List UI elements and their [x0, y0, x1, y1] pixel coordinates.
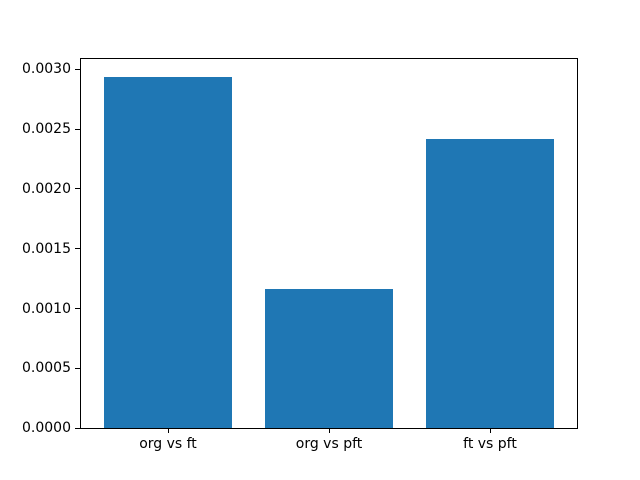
y-tick-mark	[75, 367, 80, 369]
y-tick-mark	[75, 188, 80, 190]
x-tick-label: org vs ft	[139, 436, 197, 452]
x-tick-label: ft vs pft	[463, 436, 517, 452]
x-tick-mark	[167, 428, 169, 433]
y-tick-mark	[75, 248, 80, 250]
bar-ft-vs-pft	[425, 138, 555, 428]
y-tick-label: 0.0005	[22, 360, 71, 377]
y-tick-mark	[75, 427, 80, 429]
bar-org-vs-ft	[103, 76, 233, 428]
bar-org-vs-pft	[264, 289, 394, 428]
y-tick-label: 0.0030	[22, 61, 71, 78]
y-tick-mark	[75, 308, 80, 309]
y-tick-label: 0.0010	[22, 300, 71, 317]
x-tick-mark	[328, 428, 330, 433]
plot-area	[80, 58, 578, 429]
x-tick-mark	[489, 428, 491, 433]
y-tick-label: 0.0025	[22, 121, 71, 138]
y-tick-mark	[75, 68, 80, 70]
y-tick-mark	[75, 128, 80, 130]
y-tick-label: 0.0015	[22, 240, 71, 257]
y-tick-label: 0.0000	[22, 420, 71, 436]
y-tick-label: 0.0020	[22, 180, 71, 197]
x-tick-label: org vs pft	[295, 436, 363, 452]
